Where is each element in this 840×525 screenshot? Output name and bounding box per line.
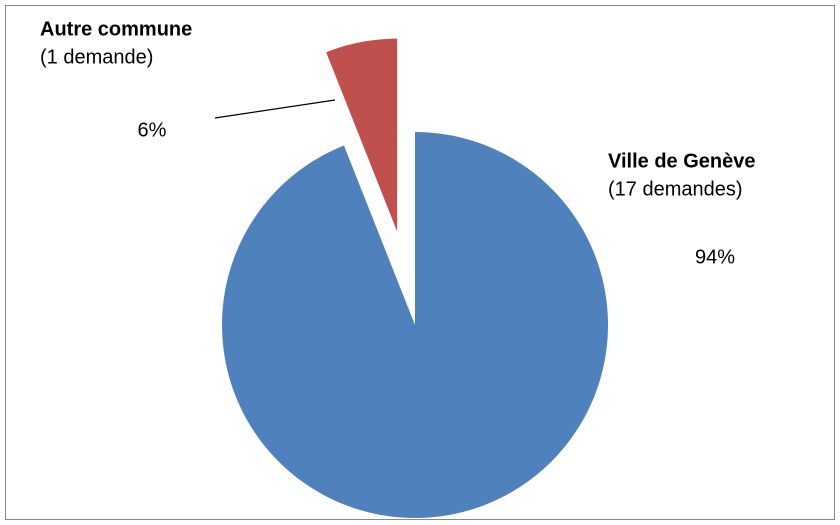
slice-sublabel: (1 demande)	[40, 46, 153, 68]
value-label: 94%	[695, 246, 735, 268]
pie-slice	[221, 132, 608, 518]
pie-slice	[326, 38, 398, 232]
slice-sublabel: (17 demandes)	[608, 178, 743, 200]
value-label: 6%	[138, 119, 167, 141]
leader-line	[214, 99, 336, 119]
slice-label: Autre commune	[40, 18, 192, 40]
slice-label: Ville de Genève	[608, 150, 756, 172]
